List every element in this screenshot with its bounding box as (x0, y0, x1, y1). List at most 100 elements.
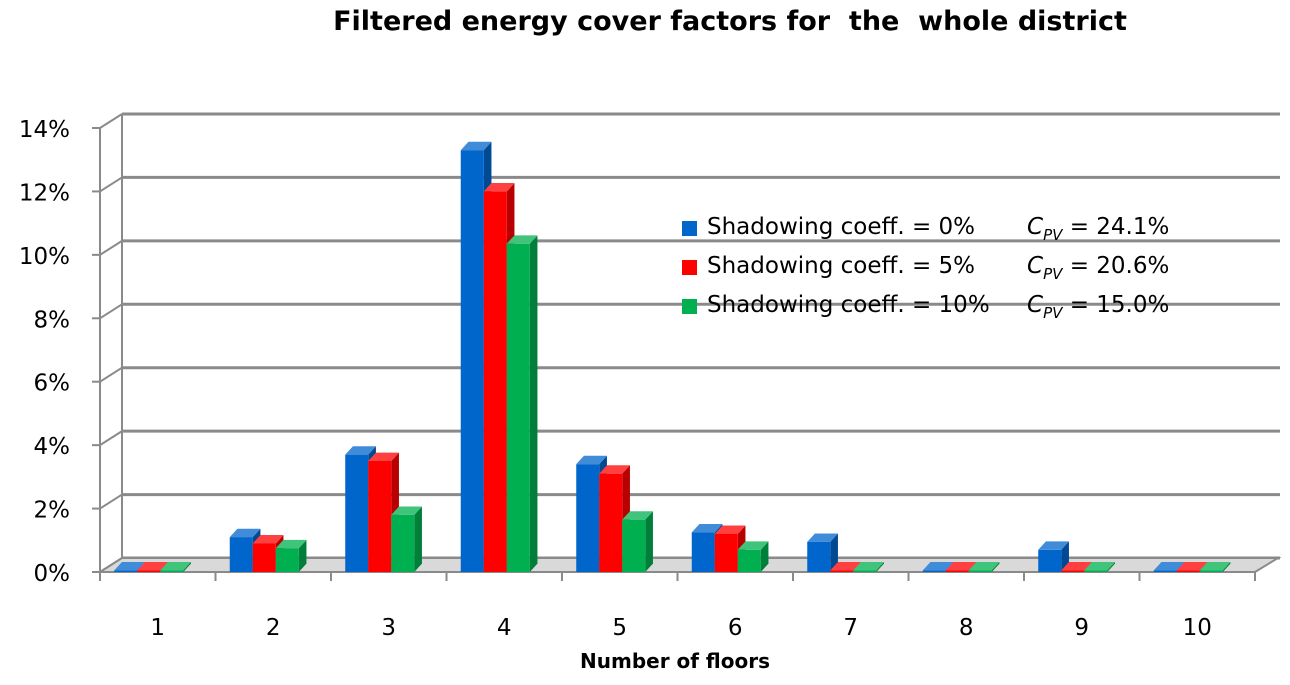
bar (506, 235, 538, 572)
bar-front (229, 537, 253, 572)
cpv-symbol: C (1027, 253, 1044, 279)
bar-top (737, 541, 769, 550)
bar-top (807, 533, 838, 542)
bar-front (1153, 570, 1177, 572)
bar-front (945, 570, 969, 572)
bar-top (460, 141, 492, 151)
x-tick-label: 10 (1183, 615, 1212, 641)
x-tick-label: 4 (497, 615, 512, 641)
bar-front (922, 570, 946, 572)
bar-top (1199, 562, 1231, 571)
gridline-depth (99, 303, 123, 320)
bar-top (853, 562, 884, 571)
legend-swatch (682, 221, 697, 236)
cpv-symbol: C (1027, 214, 1044, 240)
bar-front (1176, 570, 1200, 572)
bar-side (529, 235, 538, 572)
bar-side (1222, 562, 1231, 572)
bar-top (622, 511, 653, 520)
bar-front (345, 454, 369, 572)
cpv-annotation: CPV = 24.1% (1027, 214, 1170, 244)
x-tick-label: 7 (843, 615, 858, 641)
bar-top (1061, 562, 1092, 571)
bar (160, 562, 191, 572)
bar-top (1084, 562, 1115, 571)
y-tick-label: 14% (19, 117, 70, 143)
gridline-depth (99, 366, 123, 383)
y-tick-label: 6% (34, 371, 71, 397)
bar-side (1107, 562, 1115, 572)
cpv-annotation: CPV = 15.0% (1027, 292, 1169, 322)
bar-top (968, 562, 1000, 571)
bar-front (391, 514, 415, 572)
bar (1038, 541, 1069, 572)
legend-label: Shadowing coeff. = 10% (707, 292, 990, 318)
bar-top (1176, 562, 1208, 571)
bar-front (622, 519, 646, 572)
bar-top (714, 525, 746, 534)
gridline-depth (99, 113, 123, 129)
bar-front (483, 191, 507, 572)
chart-title: Filtered energy cover factors for the wh… (333, 6, 1127, 37)
bar-front (599, 473, 623, 572)
y-tick-label: 0% (34, 561, 71, 587)
legend-label: Shadowing coeff. = 5% (707, 253, 976, 279)
y-tick-label: 10% (19, 244, 70, 270)
cpv-subscript: PV (1043, 265, 1063, 283)
gridline-depth (99, 493, 123, 510)
x-tick-label: 9 (1074, 615, 1089, 641)
cpv-value: = 20.6% (1069, 253, 1170, 279)
bar (737, 541, 769, 572)
bar-top (252, 535, 284, 544)
bar (275, 539, 307, 572)
bar-side (645, 511, 653, 572)
cpv-value: = 24.1% (1069, 214, 1170, 240)
bar-top (1038, 541, 1069, 550)
bar-top (691, 523, 723, 533)
y-tick-label: 4% (34, 434, 71, 460)
cpv-annotation: CPV = 20.6% (1027, 253, 1170, 283)
bar-top (391, 506, 422, 515)
bar-top (229, 528, 261, 538)
bar-front (691, 532, 715, 572)
bar-front (1199, 570, 1223, 572)
bar-front (714, 533, 738, 572)
bar-top (506, 235, 538, 244)
bar-front (137, 570, 161, 572)
x-axis-label: Number of floors (580, 649, 770, 673)
bar (853, 562, 884, 572)
x-tick-label: 6 (728, 615, 743, 641)
cpv-symbol: C (1027, 292, 1044, 318)
bar (622, 511, 653, 572)
bar-top (114, 562, 145, 571)
cpv-subscript: PV (1043, 226, 1063, 244)
bar-top (275, 539, 307, 549)
bar (391, 506, 422, 572)
bar-side (298, 539, 307, 572)
legend-swatch (682, 260, 697, 275)
bar-side (183, 562, 191, 572)
gridline-depth (99, 430, 123, 446)
x-tick-label: 2 (266, 615, 281, 641)
bar-front (460, 150, 484, 572)
cpv-subscript: PV (1043, 304, 1063, 322)
bar-top (922, 562, 954, 571)
bar-front (968, 570, 992, 572)
y-tick-label: 2% (34, 498, 71, 524)
gridline-depth (99, 240, 123, 256)
bar-front (1038, 549, 1062, 572)
bar-front (275, 548, 299, 572)
bar (807, 533, 838, 572)
y-tick-label: 8% (34, 307, 71, 333)
gridline-depth (99, 176, 123, 193)
legend-label: Shadowing coeff. = 0% (707, 214, 976, 240)
bar-front (252, 543, 276, 572)
bar-side (991, 562, 1000, 572)
bar-front (368, 461, 392, 572)
bar-top (599, 465, 630, 474)
bar-front (160, 570, 184, 572)
bar-side (830, 533, 838, 572)
x-tick-label: 8 (959, 615, 974, 641)
bar-top (137, 562, 168, 571)
bar-front (737, 549, 761, 572)
